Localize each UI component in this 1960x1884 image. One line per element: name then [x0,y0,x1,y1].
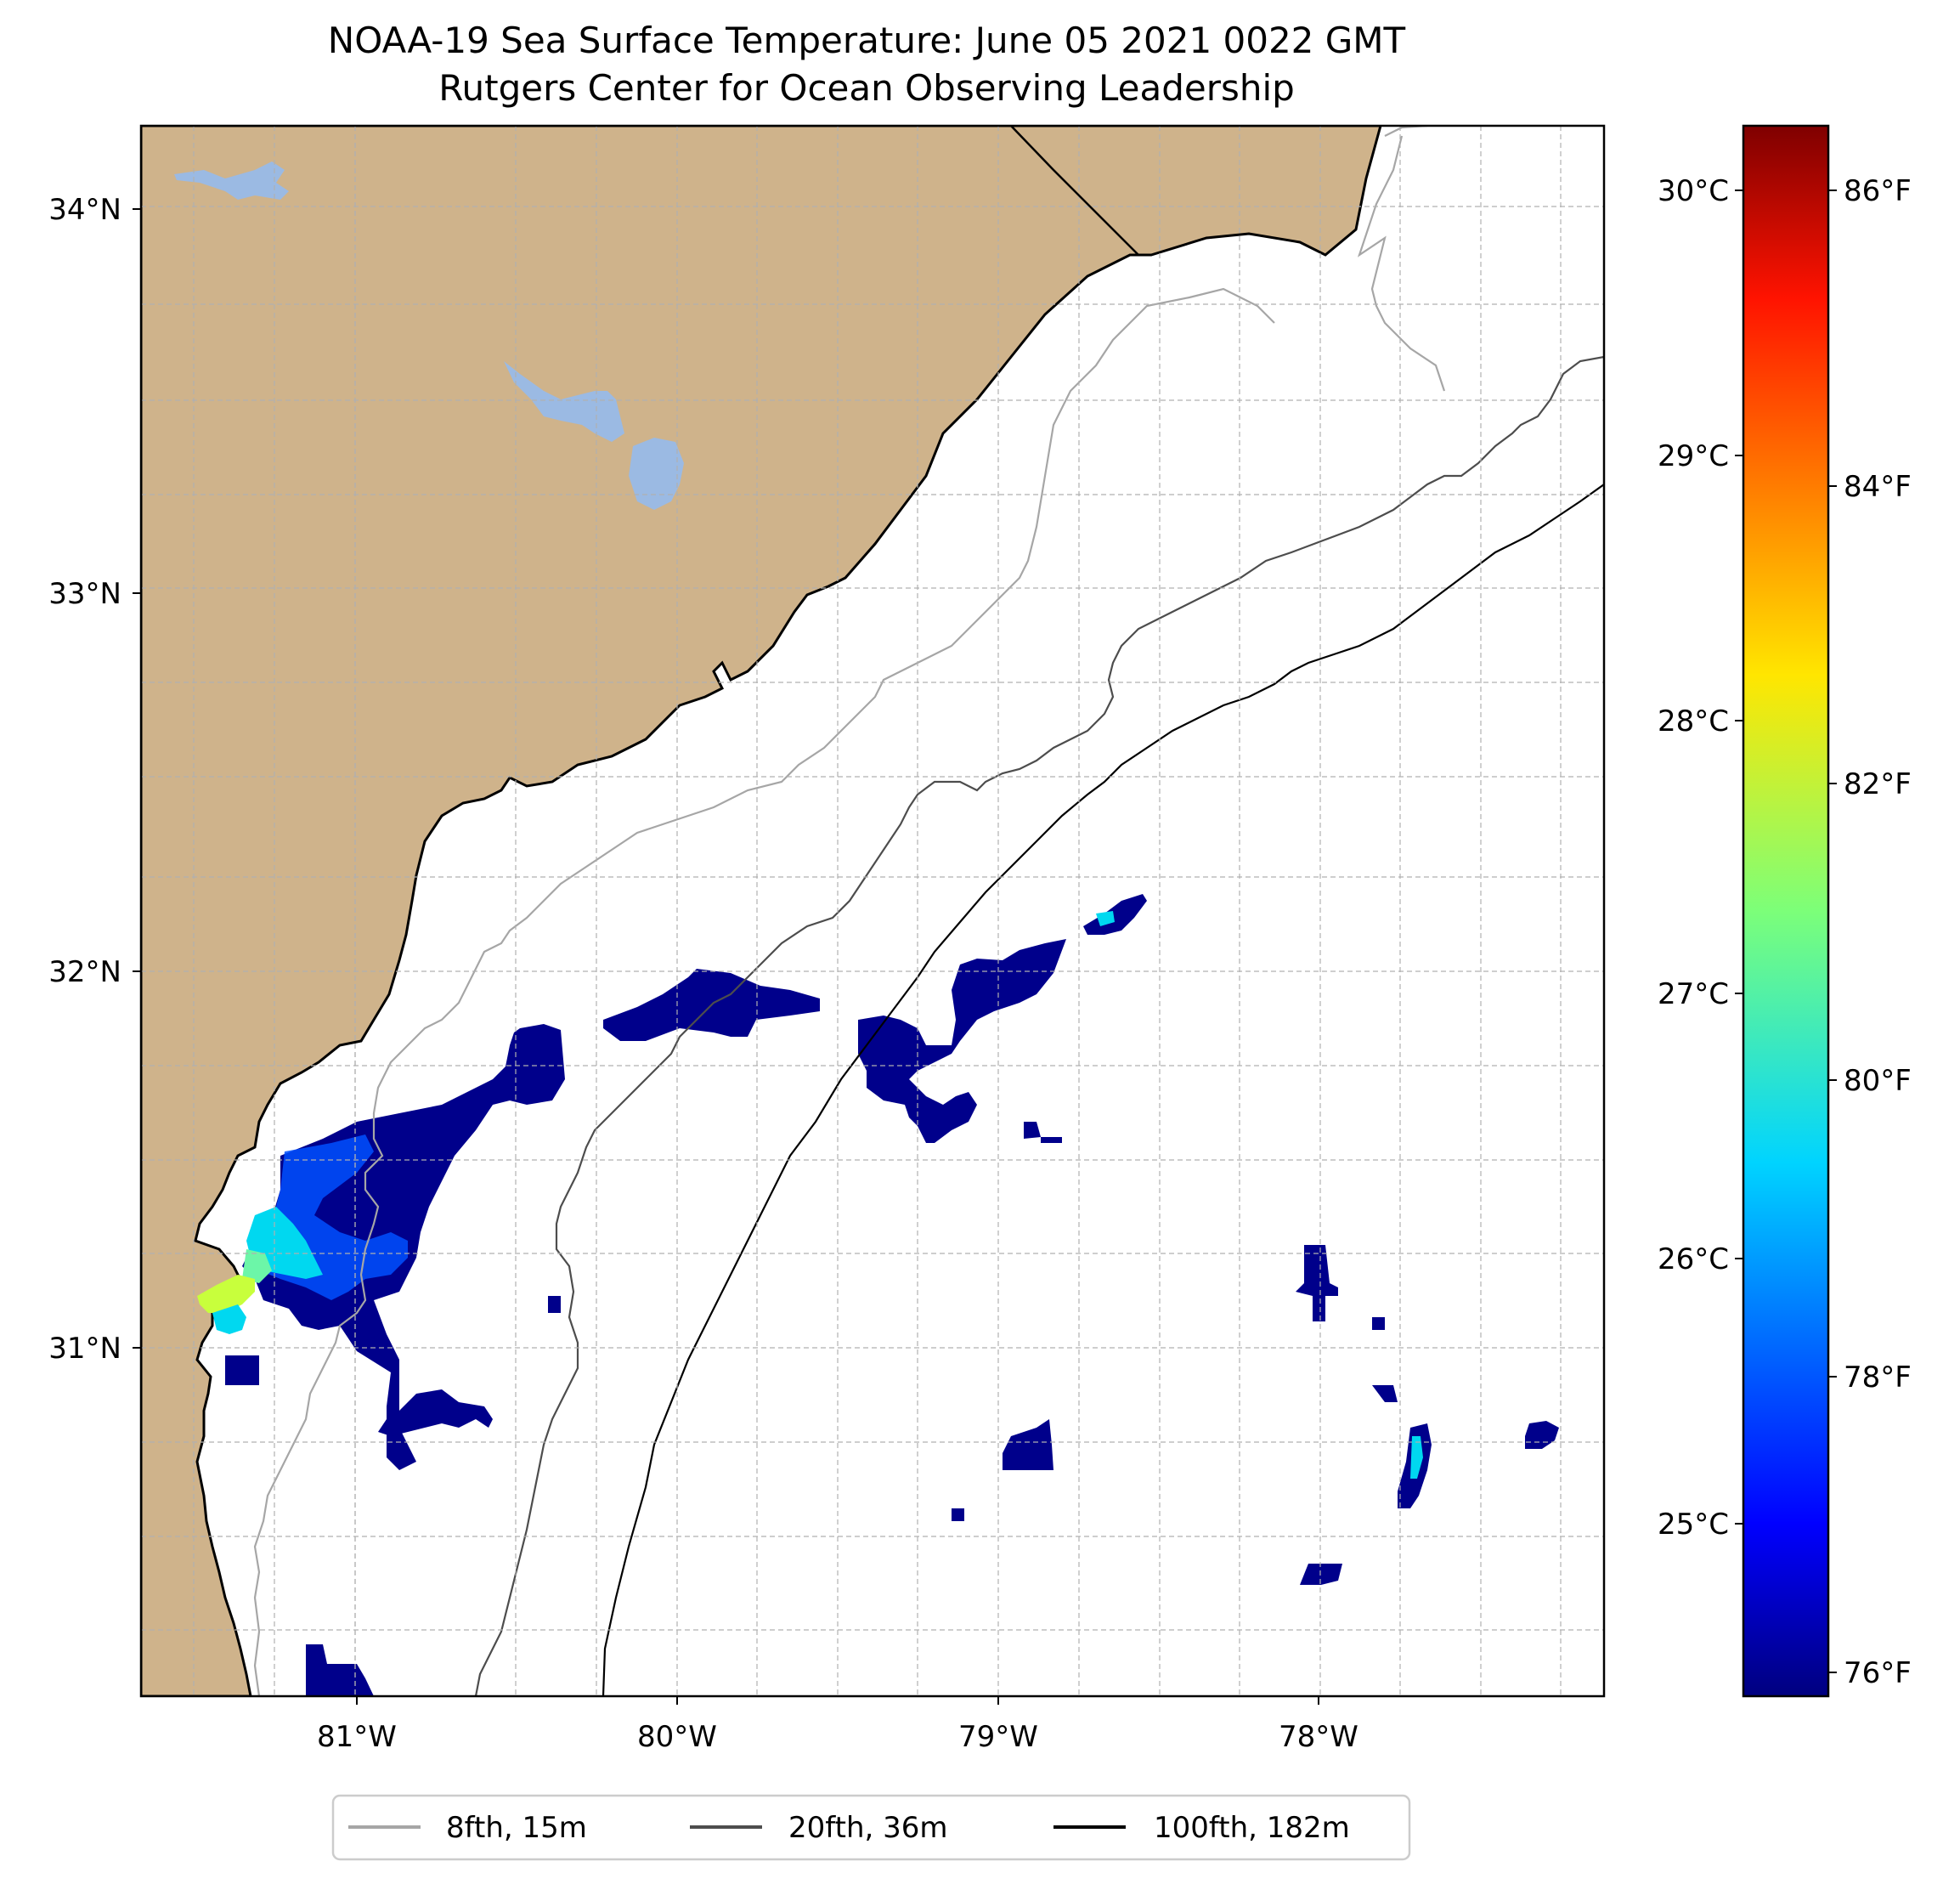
legend: 8fth, 15m 20fth, 36m 100fth, 182m [331,1794,1411,1861]
land-mass [141,126,1382,1696]
sst-patch-coast-south [225,1355,259,1385]
celsius-label-27: 27°C [1658,977,1729,1011]
fahrenheit-label-78: 78°F [1844,1361,1912,1395]
fahrenheit-label-84: 84°F [1844,470,1912,504]
lake-2 [504,361,624,442]
contour-100fth-182m [602,484,1604,1696]
sst-patch-small-2 [1041,1137,1062,1143]
colorbar-celsius-labels: 30°C 29°C 28°C 27°C 26°C 25°C [1658,174,1729,1542]
map-area [141,126,1604,1696]
sst-patch-east [1525,1421,1559,1449]
chart-title-line1: NOAA-19 Sea Surface Temperature: June 05… [328,20,1406,61]
legend-label-8fth: 8fth, 15m [446,1811,587,1845]
sst-patch-ne [1083,894,1147,935]
lon-label-81: 81°W [317,1720,397,1754]
gridlines [141,126,1604,1696]
sst-patch-south-3 [1300,1564,1342,1585]
lake-1 [174,161,289,200]
lon-label-78: 78°W [1279,1720,1358,1754]
colorbar: 30°C 29°C 28°C 27°C 26°C 25°C 86°F 84°F … [1658,124,1912,1698]
sst-patch-small-1 [1024,1122,1041,1139]
sst-nearshore-yellow [197,1275,255,1313]
map-frame [139,124,1606,1698]
celsius-label-28: 28°C [1658,704,1729,738]
latitude-labels: 34°N 33°N 32°N 31°N [48,193,121,1366]
contour-20fth-36m [474,355,1604,1696]
legend-label-20fth: 20fth, 36m [788,1811,948,1845]
tick-marks [133,208,1319,1705]
lat-label-31: 31°N [48,1332,121,1366]
sst-patch-ne-cyan [1096,911,1115,926]
sst-patch-small-3 [548,1296,561,1313]
celsius-label-30: 30°C [1658,174,1729,208]
legend-label-100fth: 100fth, 182m [1154,1811,1350,1845]
sst-streak-cyan [1410,1436,1423,1479]
state-border [1010,126,1139,256]
legend-item-20fth: 20fth, 36m [690,1811,948,1845]
lat-label-32: 32°N [48,955,121,989]
sst-patch-south-shelf [378,1389,493,1436]
sst-warm-nearshore [197,911,1423,1479]
fahrenheit-label-76: 76°F [1844,1656,1912,1690]
sst-patch-south-2 [952,1508,964,1521]
lake-3 [629,438,684,510]
sst-patch-se-2 [1372,1385,1398,1402]
fahrenheit-label-82: 82°F [1844,767,1912,801]
colorbar-celsius-ticks [1735,190,1743,1525]
lat-label-34: 34°N [48,193,121,227]
chart-title-line2: Rutgers Center for Ocean Observing Leade… [438,67,1295,109]
sst-patch-bottom [306,1644,374,1696]
sst-patch-ne-strip [1296,1245,1338,1321]
colorbar-fahrenheit-labels: 86°F 84°F 82°F 80°F 78°F 76°F [1844,174,1912,1690]
sst-patch-south-1 [1003,1419,1053,1470]
colorbar-fahrenheit-ticks [1828,190,1837,1673]
colorbar-gradient [1742,124,1830,1698]
sst-nearshore-cyan-2 [212,1304,246,1334]
longitude-labels: 81°W 80°W 79°W 78°W [317,1720,1358,1754]
lat-label-33: 33°N [48,577,121,611]
fahrenheit-label-80: 80°F [1844,1064,1912,1098]
sst-patch-se-1 [1372,1317,1385,1330]
sst-patch-center [858,939,1066,1143]
fahrenheit-label-86: 86°F [1844,174,1912,208]
lon-label-79: 79°W [958,1720,1038,1754]
legend-item-8fth: 8fth, 15m [348,1811,587,1845]
celsius-label-29: 29°C [1658,439,1729,473]
sst-nearshore-green [242,1249,272,1283]
lon-label-80: 80°W [637,1720,717,1754]
legend-item-100fth: 100fth, 182m [1053,1811,1350,1845]
celsius-label-26: 26°C [1658,1242,1729,1276]
legend-box [331,1794,1411,1861]
celsius-label-25: 25°C [1658,1508,1729,1542]
